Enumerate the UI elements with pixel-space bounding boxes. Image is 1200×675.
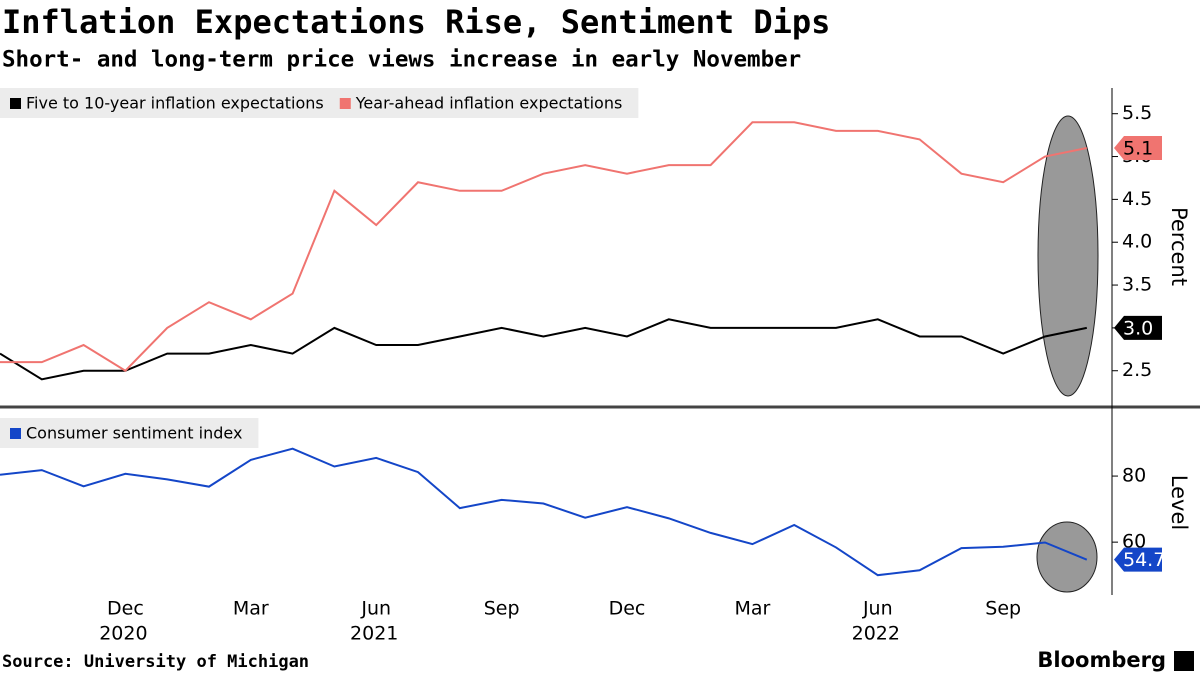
legend-swatch: [10, 98, 21, 109]
title: Inflation Expectations Rise, Sentiment D…: [2, 3, 830, 41]
legend-label: Consumer sentiment index: [26, 424, 242, 443]
y-axis-label: Percent: [1167, 207, 1191, 286]
end-tag: [1114, 315, 1162, 340]
y-tick-label: 3.5: [1122, 274, 1152, 296]
legend-swatch: [339, 98, 351, 109]
x-tick-label: Sep: [985, 598, 1021, 620]
brand: Bloomberg: [1037, 648, 1166, 672]
x-tick-label: Dec: [609, 598, 646, 620]
x-year-label: 2021: [350, 623, 398, 645]
brand-icon: [1174, 651, 1194, 671]
x-tick-label: Mar: [233, 598, 269, 620]
subtitle: Short- and long-term price views increas…: [2, 47, 801, 73]
y-axis-label: Level: [1167, 475, 1191, 530]
end-label: 54.7: [1123, 549, 1165, 571]
legend-label: Year-ahead inflation expectations: [355, 94, 623, 113]
legend-label: Five to 10-year inflation expectations: [26, 94, 324, 113]
x-tick-label: Jun: [360, 598, 391, 620]
y-tick-label: 4.0: [1122, 231, 1152, 253]
x-year-label: 2020: [99, 623, 147, 645]
series-line: [0, 447, 1088, 577]
highlight-ellipse: [1037, 115, 1099, 397]
x-tick-label: Jun: [862, 598, 893, 620]
series-line: [0, 121, 1088, 373]
x-year-label: 2022: [852, 623, 900, 645]
end-tag: [1114, 547, 1162, 572]
y-tick-label: 2.5: [1122, 359, 1152, 381]
y-tick-label: 4.5: [1122, 188, 1152, 210]
x-tick-label: Dec: [107, 598, 144, 620]
legend-swatch: [10, 428, 21, 439]
legend-bg: [0, 88, 639, 118]
y-tick-label: 60: [1122, 531, 1146, 553]
y-tick-label: 5.5: [1122, 102, 1152, 124]
end-label: 3.0: [1123, 317, 1153, 339]
x-tick-label: Sep: [484, 598, 520, 620]
highlight-ellipse: [1036, 521, 1098, 593]
end-tag: [1114, 135, 1162, 160]
y-tick-label: 80: [1122, 465, 1146, 487]
end-label: 5.1: [1123, 137, 1153, 159]
series-line: [0, 318, 1088, 381]
legend-bg: [0, 418, 259, 448]
source: Source: University of Michigan: [2, 652, 309, 672]
x-tick-label: Mar: [734, 598, 770, 620]
